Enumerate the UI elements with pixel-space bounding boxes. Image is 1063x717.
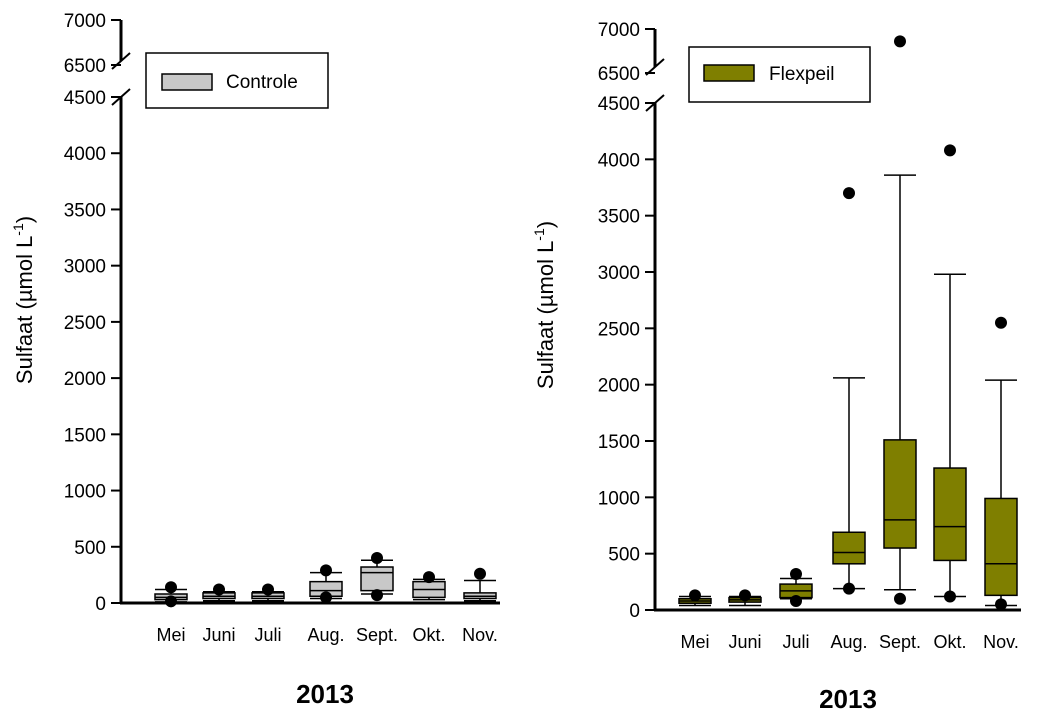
y-axis-title-main: Sulfaat (µmol L	[533, 241, 558, 389]
y-tick-label: 2000	[598, 376, 640, 397]
x-tick-label: Juli	[254, 625, 281, 645]
x-tick-label: Nov.	[983, 632, 1019, 652]
box-Nov.	[463, 567, 497, 602]
y-tick-label: 2500	[598, 319, 640, 340]
outlier-point	[371, 552, 383, 565]
y-tick-label: 2500	[64, 313, 106, 334]
y-tick-label: 0	[629, 601, 640, 622]
box-Juni	[728, 589, 762, 607]
outlier-point	[739, 589, 751, 602]
box-Aug.	[832, 187, 866, 595]
outlier-point	[894, 592, 906, 605]
outlier-point	[790, 594, 802, 607]
x-tick-label: Juli	[782, 632, 809, 652]
x-tick-label: Juni	[728, 632, 761, 652]
outlier-point	[843, 187, 855, 200]
box-Aug.	[309, 564, 343, 604]
axis-break-mark	[111, 52, 131, 70]
box-iqr	[832, 531, 866, 565]
y-tick-label: 3500	[64, 200, 106, 221]
outlier-point	[944, 590, 956, 603]
x-tick-label: Sept.	[879, 632, 921, 652]
y-tick-label: 4000	[598, 150, 640, 171]
y-tick-label: 3000	[64, 257, 106, 278]
box-Juni	[202, 583, 236, 602]
y-tick-label: 1500	[64, 425, 106, 446]
y-tick-label: 500	[608, 545, 640, 566]
box-Mei	[154, 581, 188, 608]
outlier-point	[165, 595, 177, 608]
y-tick-label: 6500	[64, 56, 106, 77]
y-axis-title-sup: -1	[531, 228, 547, 241]
outlier-point	[262, 583, 274, 596]
box-iqr	[883, 439, 917, 549]
outlier-point	[790, 567, 802, 580]
y-tick-label: 7000	[598, 20, 640, 41]
y-axis-title: Sulfaat (µmol L-1)	[10, 216, 37, 384]
chart-1: 0 500 1000 1500 2000 2500 3000 3500 4000 4500 6500…	[10, 11, 500, 709]
box-Okt.	[933, 144, 967, 603]
y-tick-label: 1500	[598, 432, 640, 453]
legend-swatch	[703, 64, 755, 82]
legend-label: Controle	[226, 72, 298, 93]
x-tick-label: Mei	[680, 632, 709, 652]
y-tick-label: 7000	[64, 11, 106, 32]
box-Nov.	[984, 316, 1018, 611]
x-tick-label: Okt.	[933, 632, 966, 652]
outlier-point	[320, 564, 332, 577]
y-axis-title-main: Sulfaat (µmol L	[12, 236, 37, 384]
box-iqr	[360, 566, 394, 592]
y-tick-label: 4500	[598, 94, 640, 115]
y-tick-label: 500	[74, 538, 106, 559]
x-axis-title: 2013	[819, 684, 877, 714]
x-tick-label: Mei	[156, 625, 185, 645]
y-tick-label: 3000	[598, 263, 640, 284]
box-Juli	[251, 583, 285, 602]
outlier-point	[995, 598, 1007, 611]
legend-swatch	[161, 73, 213, 91]
box-Sept.	[360, 552, 394, 602]
y-tick-label: 4500	[64, 88, 106, 109]
outlier-point	[213, 583, 225, 596]
y-tick-label: 1000	[598, 488, 640, 509]
x-tick-label: Juni	[202, 625, 235, 645]
outlier-point	[371, 589, 383, 602]
x-tick-label: Aug.	[307, 625, 344, 645]
box-iqr	[933, 467, 967, 562]
outlier-point	[474, 567, 486, 580]
x-tick-label: Okt.	[412, 625, 445, 645]
y-tick-label: 1000	[64, 482, 106, 503]
outlier-point	[995, 316, 1007, 329]
y-tick-label: 3500	[598, 207, 640, 228]
outlier-point	[944, 144, 956, 157]
y-tick-label: 2000	[64, 369, 106, 390]
y-axis-title: Sulfaat (µmol L-1)	[531, 221, 558, 389]
y-tick-label: 4000	[64, 144, 106, 165]
y-axis-title-close: )	[12, 216, 37, 223]
outlier-point	[423, 571, 435, 584]
box-Sept.	[883, 35, 917, 605]
box-Okt.	[412, 571, 446, 601]
x-tick-label: Aug.	[830, 632, 867, 652]
legend-label: Flexpeil	[769, 64, 834, 85]
box-Mei	[678, 589, 712, 607]
y-axis-title-sup: -1	[10, 223, 26, 236]
x-tick-label: Sept.	[356, 625, 398, 645]
x-tick-label: Nov.	[462, 625, 498, 645]
y-tick-label: 6500	[598, 64, 640, 85]
box-Juli	[779, 567, 813, 607]
outlier-point	[689, 589, 701, 602]
chart-2: 0 500 1000 1500 2000 2500 3000 3500 4000 4500 6500…	[531, 20, 1021, 714]
outlier-point	[320, 591, 332, 604]
outlier-point	[165, 581, 177, 594]
box-iqr	[984, 497, 1018, 597]
y-tick-label: 0	[95, 594, 106, 615]
y-axis-title-close: )	[533, 221, 558, 228]
outlier-point	[894, 35, 906, 48]
x-axis-title: 2013	[296, 679, 354, 709]
outlier-point	[843, 582, 855, 595]
